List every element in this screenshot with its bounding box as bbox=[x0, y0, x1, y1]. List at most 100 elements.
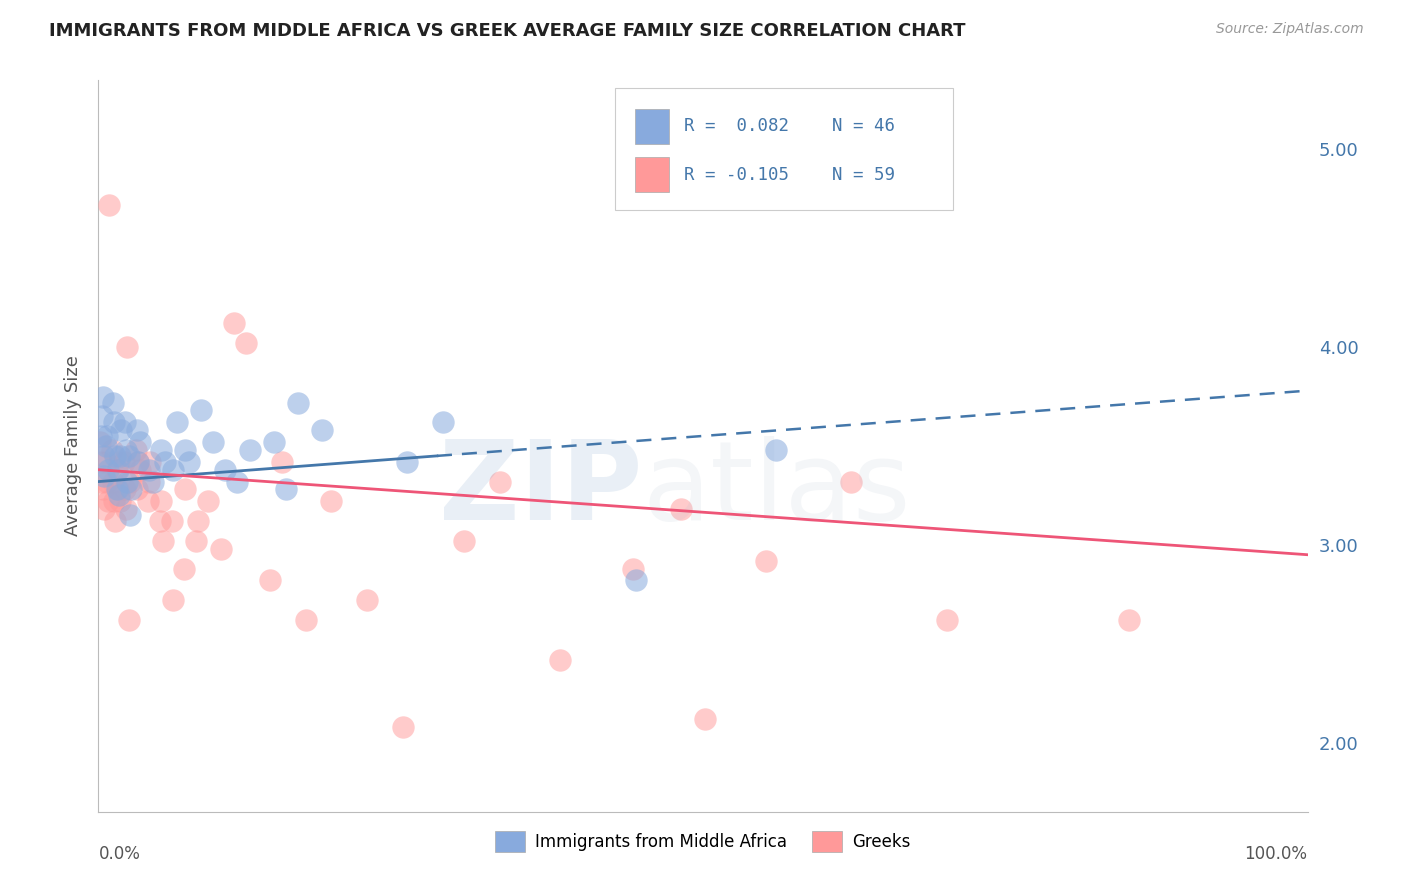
Point bbox=[125, 442, 148, 457]
Bar bbox=[636, 157, 669, 192]
Point bbox=[91, 390, 114, 404]
Point bbox=[138, 463, 160, 477]
Point bbox=[98, 198, 121, 212]
Point bbox=[550, 652, 572, 666]
Point bbox=[214, 463, 236, 477]
Point bbox=[114, 483, 136, 497]
Point bbox=[91, 483, 114, 497]
Text: IMMIGRANTS FROM MIDDLE AFRICA VS GREEK AVERAGE FAMILY SIZE CORRELATION CHART: IMMIGRANTS FROM MIDDLE AFRICA VS GREEK A… bbox=[49, 22, 966, 40]
Point bbox=[105, 463, 128, 477]
Point bbox=[453, 533, 475, 548]
Point bbox=[103, 415, 125, 429]
Text: 0.0%: 0.0% bbox=[98, 845, 141, 863]
Point bbox=[839, 475, 862, 489]
Point bbox=[91, 409, 114, 424]
Point bbox=[100, 442, 122, 457]
Point bbox=[138, 475, 160, 489]
Point bbox=[166, 415, 188, 429]
Point bbox=[226, 475, 249, 489]
Point bbox=[108, 449, 131, 463]
Point bbox=[239, 442, 262, 457]
Point bbox=[89, 435, 111, 450]
Point bbox=[319, 494, 342, 508]
Point bbox=[103, 494, 125, 508]
Point bbox=[94, 439, 117, 453]
Text: 100.0%: 100.0% bbox=[1244, 845, 1308, 863]
Point bbox=[356, 593, 378, 607]
Point bbox=[127, 455, 149, 469]
Point bbox=[392, 720, 415, 734]
Point bbox=[209, 541, 232, 556]
Point bbox=[90, 455, 112, 469]
Point bbox=[153, 455, 176, 469]
Point bbox=[755, 554, 778, 568]
Point bbox=[104, 514, 127, 528]
Point bbox=[117, 475, 139, 489]
Point bbox=[621, 561, 644, 575]
Text: ZIP: ZIP bbox=[439, 436, 643, 543]
Point bbox=[117, 340, 139, 354]
Point bbox=[259, 574, 281, 588]
Point bbox=[162, 463, 184, 477]
Point bbox=[114, 415, 136, 429]
Point bbox=[128, 463, 150, 477]
Point bbox=[91, 475, 114, 489]
Point bbox=[149, 514, 172, 528]
Point bbox=[671, 502, 693, 516]
Point bbox=[186, 533, 208, 548]
Point bbox=[128, 435, 150, 450]
Point bbox=[90, 429, 112, 443]
Point bbox=[271, 455, 294, 469]
Point bbox=[160, 514, 183, 528]
Point bbox=[127, 423, 149, 437]
Point bbox=[295, 613, 318, 627]
Point bbox=[235, 336, 257, 351]
Text: N = 46: N = 46 bbox=[832, 118, 896, 136]
Point bbox=[174, 483, 197, 497]
Point bbox=[96, 429, 118, 443]
Point bbox=[152, 533, 174, 548]
Text: N = 59: N = 59 bbox=[832, 166, 896, 184]
Point bbox=[110, 423, 132, 437]
Point bbox=[107, 483, 129, 497]
Text: atlas: atlas bbox=[643, 436, 911, 543]
Point bbox=[287, 395, 309, 409]
Point bbox=[222, 317, 245, 331]
Point bbox=[311, 423, 333, 437]
Text: Source: ZipAtlas.com: Source: ZipAtlas.com bbox=[1216, 22, 1364, 37]
Point bbox=[108, 494, 131, 508]
Bar bbox=[636, 109, 669, 144]
Point bbox=[626, 574, 648, 588]
Point bbox=[97, 494, 120, 508]
Y-axis label: Average Family Size: Average Family Size bbox=[63, 356, 82, 536]
Point bbox=[105, 483, 128, 497]
Point bbox=[936, 613, 959, 627]
Point bbox=[162, 593, 184, 607]
Point bbox=[118, 613, 141, 627]
Point bbox=[127, 483, 149, 497]
Legend: Immigrants from Middle Africa, Greeks: Immigrants from Middle Africa, Greeks bbox=[489, 824, 917, 858]
Point bbox=[108, 488, 131, 502]
Point bbox=[432, 415, 454, 429]
Point bbox=[118, 508, 141, 523]
Point bbox=[173, 561, 195, 575]
Point bbox=[139, 455, 162, 469]
Point bbox=[101, 475, 124, 489]
Point bbox=[150, 442, 173, 457]
Point bbox=[107, 463, 129, 477]
Point bbox=[179, 455, 201, 469]
Point bbox=[142, 475, 165, 489]
FancyBboxPatch shape bbox=[614, 87, 953, 211]
Point bbox=[197, 494, 219, 508]
Point bbox=[93, 502, 115, 516]
Point bbox=[174, 442, 197, 457]
Point bbox=[150, 494, 173, 508]
Point bbox=[93, 449, 115, 463]
Point bbox=[1118, 613, 1140, 627]
Point bbox=[118, 449, 141, 463]
Point bbox=[101, 395, 124, 409]
Point bbox=[202, 435, 225, 450]
Point bbox=[695, 712, 717, 726]
Point bbox=[115, 502, 138, 516]
Point bbox=[115, 442, 138, 457]
